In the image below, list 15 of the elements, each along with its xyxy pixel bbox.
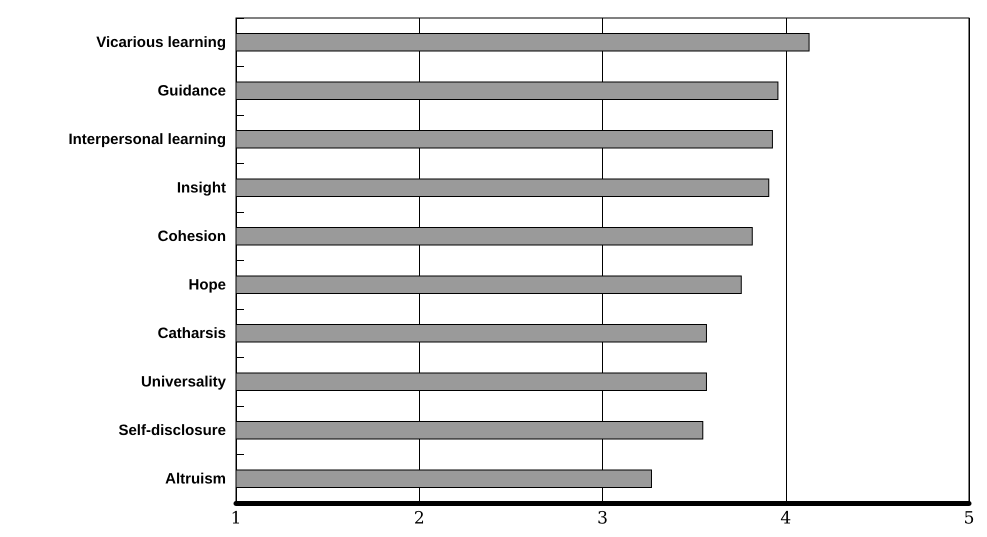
x-tick-label: 5 <box>964 508 974 528</box>
x-tick-label: 3 <box>597 508 608 528</box>
y-tick-label: Altruism <box>165 470 226 488</box>
y-tick-label: Insight <box>176 179 226 196</box>
y-tick-label: Cohesion <box>158 228 226 245</box>
y-tick-label: Interpersonal learning <box>68 130 226 148</box>
y-tick-label: Self-disclosure <box>118 422 226 439</box>
y-tick-label: Universality <box>140 373 227 390</box>
y-tick-label: Guidance <box>158 82 226 100</box>
x-tick-label: 2 <box>414 508 425 528</box>
x-tick-label: 4 <box>780 508 792 528</box>
y-tick-label: Catharsis <box>158 324 226 342</box>
y-tick-label: Hope <box>188 276 226 294</box>
x-tick-label: 1 <box>230 508 242 528</box>
y-tick-label: Vicarious learning <box>96 34 226 51</box>
